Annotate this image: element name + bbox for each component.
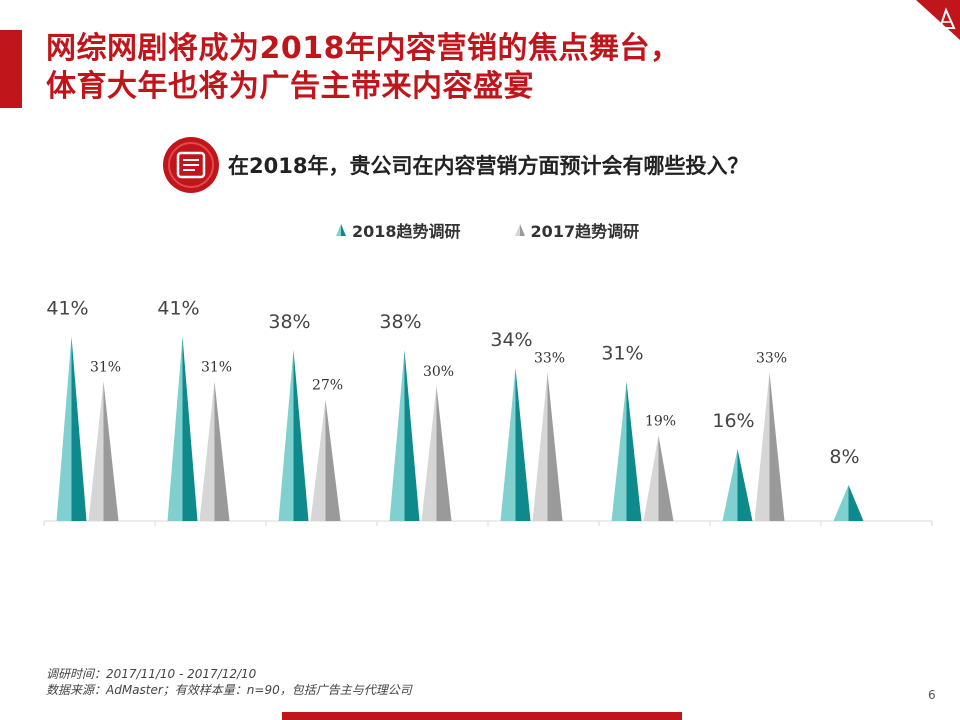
bar-2018-8 [833, 485, 864, 521]
data-label-2018-3: 38% [268, 311, 310, 333]
footnote: 调研时间：2017/11/10 - 2017/12/10 数据来源：AdMast… [46, 666, 412, 698]
bar-2018-5 [500, 368, 531, 521]
bar-face-light [532, 372, 548, 521]
bar-2017-3 [310, 399, 341, 521]
bar-face-light [500, 368, 516, 521]
bar-face-dark [547, 372, 563, 521]
survey-question: 在2018年，贵公司在内容营销方面预计会有哪些投入？ [228, 154, 749, 178]
bar-2018-3 [278, 350, 309, 521]
document-list-icon [163, 137, 219, 193]
title-line-2: 体育大年也将为广告主带来内容盛宴 [46, 69, 534, 104]
bar-2018-1 [56, 336, 87, 521]
legend-swatch-2018 [336, 224, 346, 236]
data-label-2018-4: 38% [379, 311, 421, 333]
bar-face-light [754, 372, 770, 521]
bar-2017-4 [421, 386, 452, 521]
bar-2018-7 [722, 449, 753, 521]
page-title: 网综网剧将成为2018年内容营销的焦点舞台， 体育大年也将为广告主带来内容盛宴 [46, 30, 681, 106]
data-label-2017-4: 30% [423, 364, 454, 380]
data-label-2018-7: 16% [712, 410, 754, 432]
data-label-2017-3: 27% [312, 378, 343, 394]
data-label-2018-6: 31% [601, 343, 643, 365]
bar-face-light [421, 386, 437, 521]
bar-2017-7 [754, 372, 785, 521]
bar-face-dark [182, 336, 198, 521]
data-label-2017-5: 33% [534, 351, 565, 367]
bar-face-light [611, 381, 627, 521]
page-number: 6 [928, 688, 936, 702]
data-label-2018-5: 34% [490, 329, 532, 351]
legend-label-2017: 2017趋势调研 [530, 222, 640, 241]
data-label-2018-1: 41% [46, 298, 88, 320]
bar-face-dark [436, 386, 452, 521]
footnote-survey-period: 调研时间：2017/11/10 - 2017/12/10 [46, 667, 257, 681]
footnote-data-source: 数据来源：AdMaster；有效样本量：n=90，包括广告主与代理公司 [46, 683, 412, 697]
bar-face-light [56, 336, 72, 521]
data-label-2017-1: 31% [90, 360, 121, 376]
bar-face-dark [71, 336, 87, 521]
bar-2018-4 [389, 350, 420, 521]
bar-face-dark [737, 449, 753, 521]
bar-face-dark [404, 350, 420, 521]
data-label-2018-8: 8% [829, 446, 859, 468]
chart-legend: 2018趋势调研 2017趋势调研 [336, 218, 639, 242]
bar-face-light [310, 399, 326, 521]
bar-face-dark [214, 381, 230, 521]
bar-face-dark [658, 435, 674, 521]
bar-2017-2 [199, 381, 230, 521]
bar-face-dark [848, 485, 864, 521]
triangle-logo-icon [916, 0, 960, 40]
bar-face-dark [769, 372, 785, 521]
title-line-1: 网综网剧将成为2018年内容营销的焦点舞台， [46, 31, 681, 66]
data-label-2017-2: 31% [201, 360, 232, 376]
bar-face-light [167, 336, 183, 521]
bar-2017-6 [643, 435, 674, 521]
legend-item-2018: 2018趋势调研 [336, 218, 461, 242]
bar-face-light [88, 381, 104, 521]
data-label-2017-6: 19% [645, 414, 676, 430]
bar-face-dark [103, 381, 119, 521]
legend-label-2018: 2018趋势调研 [352, 222, 461, 241]
bar-face-light [199, 381, 215, 521]
bar-face-dark [325, 399, 341, 521]
bar-face-dark [293, 350, 309, 521]
bar-face-light [389, 350, 405, 521]
legend-swatch-2017 [514, 224, 525, 236]
bar-face-light [722, 449, 738, 521]
bar-face-dark [626, 381, 642, 521]
bar-2018-6 [611, 381, 642, 521]
bar-face-light [643, 435, 659, 521]
data-label-2017-7: 33% [756, 351, 787, 367]
title-accent-bar [0, 30, 22, 108]
bar-2017-1 [88, 381, 119, 521]
bar-2018-2 [167, 336, 198, 521]
data-label-2018-2: 41% [157, 298, 199, 320]
legend-item-2017: 2017趋势调研 [514, 218, 640, 242]
bottom-accent-bar [282, 712, 682, 720]
bar-face-dark [515, 368, 531, 521]
bar-face-light [278, 350, 294, 521]
bar-2017-5 [532, 372, 563, 521]
bar-face-light [833, 485, 849, 521]
